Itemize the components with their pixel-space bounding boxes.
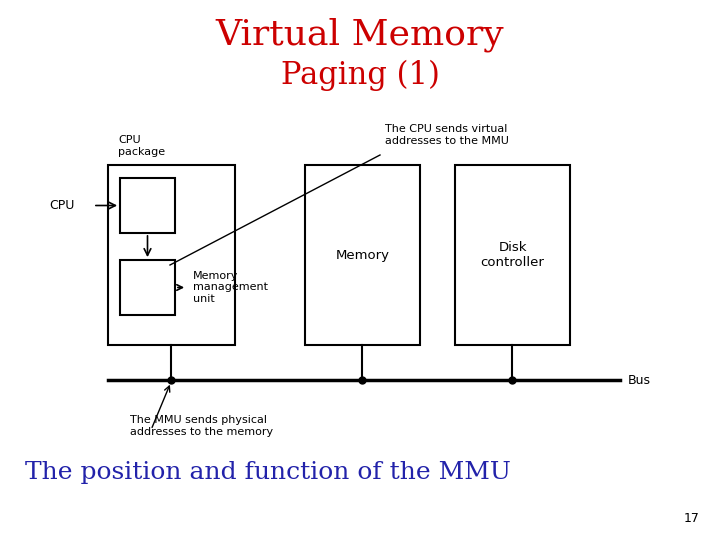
Bar [120, 260, 175, 315]
Bar [120, 178, 175, 233]
Bar [305, 165, 420, 345]
Text: Paging (1): Paging (1) [281, 59, 439, 91]
Text: The CPU sends virtual
addresses to the MMU: The CPU sends virtual addresses to the M… [385, 124, 509, 146]
Bar [108, 165, 235, 345]
Text: Bus: Bus [628, 374, 651, 387]
Text: Memory: Memory [336, 248, 390, 261]
Text: Disk
controller: Disk controller [480, 241, 544, 269]
Text: Virtual Memory: Virtual Memory [216, 18, 504, 52]
Text: The position and function of the MMU: The position and function of the MMU [25, 461, 511, 483]
Text: The MMU sends physical
addresses to the memory: The MMU sends physical addresses to the … [130, 415, 273, 437]
Bar [455, 165, 570, 345]
Text: Memory
management
unit: Memory management unit [193, 271, 268, 304]
Text: CPU: CPU [50, 199, 75, 212]
Text: CPU
package: CPU package [118, 136, 165, 157]
Text: 17: 17 [684, 512, 700, 525]
